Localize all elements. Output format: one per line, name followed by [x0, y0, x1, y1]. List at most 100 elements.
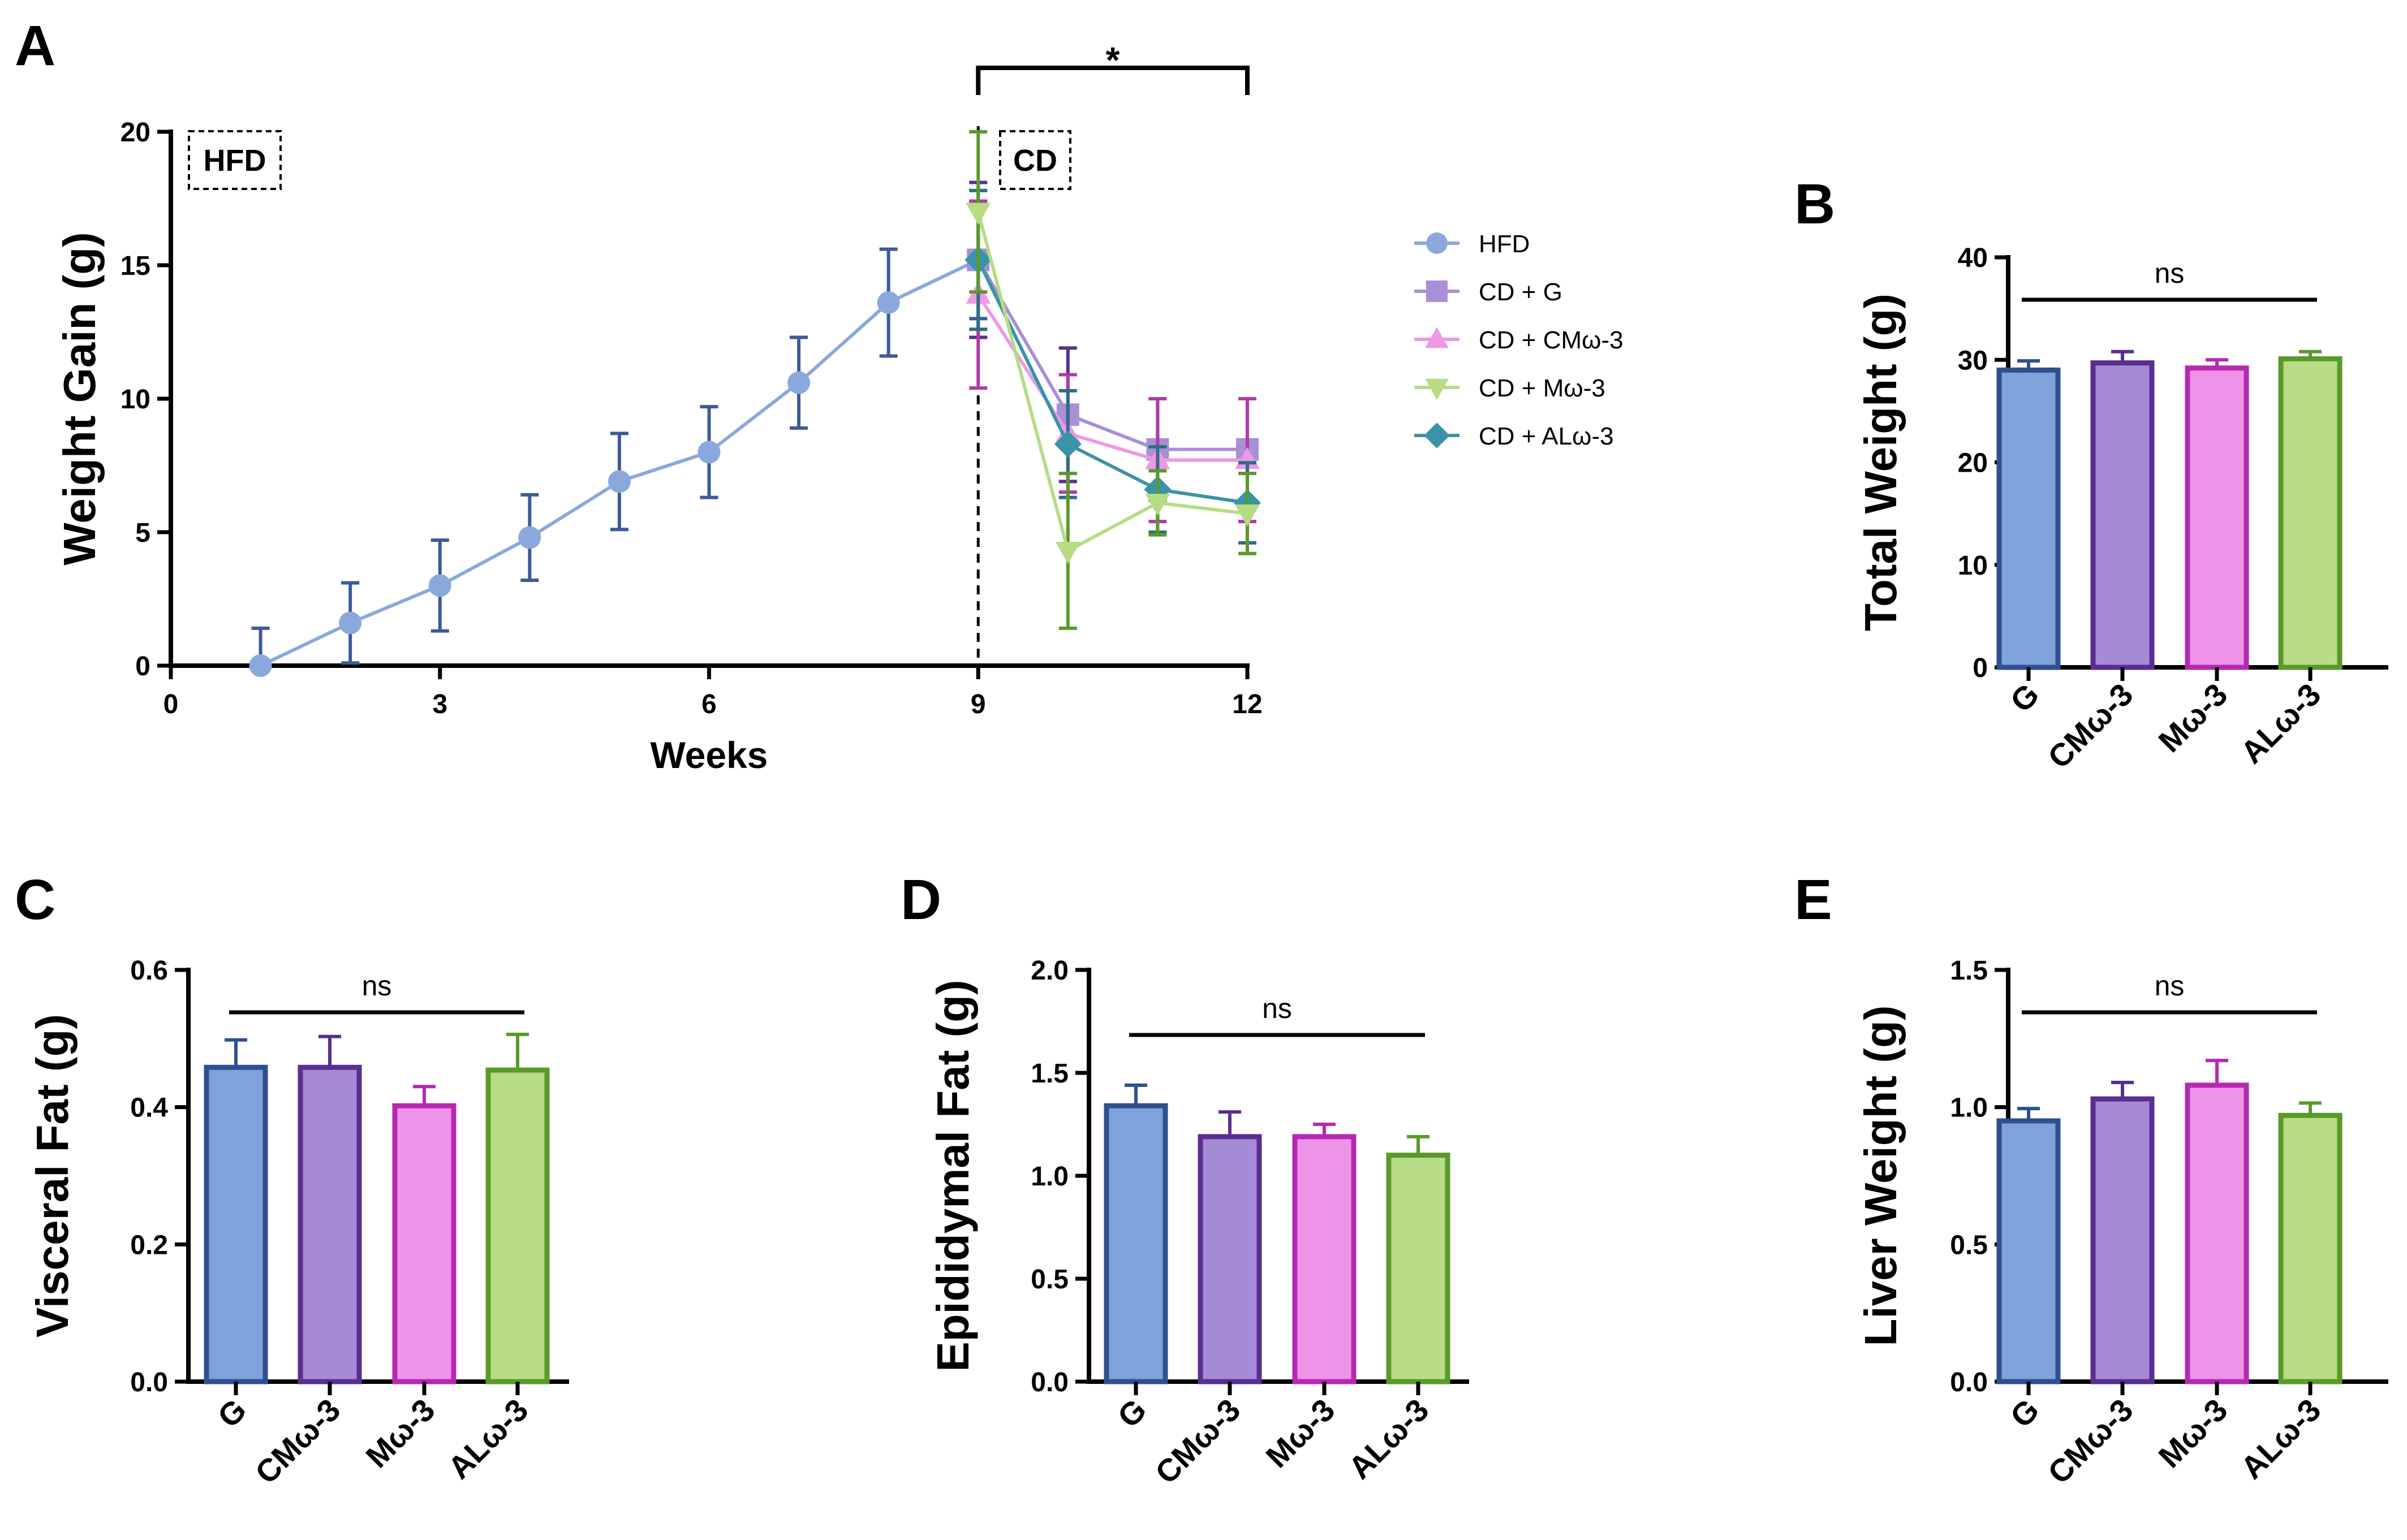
c-bar-1 — [204, 1064, 268, 1384]
c-significance-label: ns — [362, 970, 392, 1002]
a-point-hfd — [877, 291, 900, 314]
e-bar-3 — [2185, 1082, 2249, 1384]
legend-marker-cd-g — [1426, 281, 1448, 302]
a-x-tick-label: 3 — [432, 689, 447, 719]
d-y-tick-label: 1.0 — [1031, 1162, 1069, 1192]
legend-label-cd-al-3: CD + ALω-3 — [1479, 422, 1614, 450]
panel-label-a: A — [15, 14, 55, 77]
d-category-label: ALω-3 — [1341, 1392, 1435, 1486]
a-series-line-cd-m-3 — [976, 211, 1248, 554]
a-point-hfd — [249, 654, 272, 677]
a-point-hfd — [428, 574, 451, 597]
a-y-axis-title: Weight Gain (g) — [54, 232, 105, 566]
a-x-tick-label: 9 — [971, 689, 986, 719]
a-y-tick-label: 20 — [120, 118, 150, 148]
panel-label-e: E — [1794, 868, 1832, 931]
b-y-tick-label: 0 — [1973, 653, 1988, 683]
a-point-hfd — [339, 611, 362, 635]
a-y-tick-label: 10 — [120, 385, 150, 415]
c-category-label: ALω-3 — [441, 1392, 535, 1486]
b-y-tick-label: 30 — [1958, 346, 1988, 376]
e-y-tick-label: 0.0 — [1950, 1368, 1988, 1397]
a-x-tick-label: 0 — [163, 689, 179, 719]
a-cd-phase-label: CD — [1013, 144, 1057, 178]
d-bar-2 — [1198, 1134, 1262, 1384]
c-bar-2 — [298, 1064, 362, 1384]
e-category-label: CMω-3 — [2041, 1392, 2140, 1491]
a-series-line-cd-g — [976, 259, 1247, 451]
c-category-label: Mω-3 — [359, 1392, 441, 1474]
d-category-label: Mω-3 — [1259, 1392, 1341, 1474]
b-y-axis-title: Total Weight (g) — [1855, 294, 1906, 631]
legend-label-cd-cm-3: CD + CMω-3 — [1479, 326, 1624, 354]
b-category-label: G — [2003, 676, 2046, 719]
a-x-axis-title: Weeks — [651, 734, 768, 776]
e-bar-2 — [2090, 1096, 2155, 1384]
a-point-hfd — [787, 371, 811, 394]
c-bar-4 — [485, 1067, 550, 1384]
c-y-axis-title: Visceral Fat (g) — [27, 1014, 77, 1338]
a-point-hfd — [697, 441, 721, 464]
c-y-tick-label: 0.4 — [130, 1093, 168, 1123]
a-y-tick-label: 15 — [120, 251, 150, 281]
e-y-tick-label: 1.5 — [1950, 956, 1988, 986]
a-y-tick-label: 5 — [135, 518, 150, 548]
e-y-tick-label: 0.5 — [1950, 1230, 1988, 1260]
panel-label-d: D — [901, 868, 941, 931]
panel-label-b: B — [1794, 172, 1835, 236]
a-y-tick-label: 0 — [135, 652, 150, 681]
a-significance-label: * — [1106, 40, 1120, 80]
panel-label-c: C — [15, 868, 55, 931]
e-category-label: G — [2003, 1392, 2046, 1434]
d-y-tick-label: 0.0 — [1031, 1368, 1069, 1397]
b-y-tick-label: 20 — [1958, 448, 1988, 478]
a-point-cd-m-3 — [1055, 542, 1080, 564]
e-category-label: ALω-3 — [2233, 1392, 2327, 1486]
e-y-axis-title: Liver Weight (g) — [1855, 1006, 1906, 1347]
c-y-tick-label: 0.6 — [130, 956, 168, 986]
legend-label-cd-m-3: CD + Mω-3 — [1479, 374, 1605, 402]
b-bar-1 — [1996, 367, 2061, 670]
b-bar-2 — [2090, 360, 2155, 670]
a-hfd-box — [188, 130, 282, 190]
e-significance-label: ns — [2155, 970, 2185, 1002]
c-bar-3 — [392, 1103, 457, 1384]
a-series-line-cd-cm-3 — [976, 294, 1247, 462]
d-y-axis-title: Epididymal Fat (g) — [928, 980, 978, 1371]
b-category-label: CMω-3 — [2041, 676, 2140, 775]
a-point-hfd — [518, 526, 541, 549]
d-category-label: CMω-3 — [1148, 1392, 1247, 1491]
a-cd-box — [999, 130, 1071, 190]
b-bar-4 — [2278, 356, 2343, 670]
b-category-label: ALω-3 — [2233, 676, 2327, 770]
e-bar-1 — [1996, 1118, 2061, 1384]
c-category-label: CMω-3 — [248, 1392, 347, 1491]
d-y-tick-label: 2.0 — [1031, 956, 1069, 986]
a-point-hfd — [608, 470, 631, 493]
d-category-label: G — [1110, 1392, 1153, 1434]
a-point-cd-al-3 — [1054, 430, 1082, 458]
a-point-cd-m-3 — [1235, 504, 1260, 527]
a-series-line-cd-al-3 — [976, 259, 1248, 505]
c-y-tick-label: 0.0 — [130, 1368, 168, 1397]
a-x-tick-label: 12 — [1232, 689, 1262, 719]
legend-marker-cd-al-3 — [1424, 422, 1450, 448]
c-y-tick-label: 0.2 — [130, 1230, 168, 1260]
legend-marker-cd-cm-3 — [1425, 327, 1449, 348]
d-y-tick-label: 1.5 — [1031, 1059, 1069, 1089]
e-category-label: Mω-3 — [2151, 1392, 2234, 1474]
legend-label-hfd: HFD — [1479, 230, 1530, 258]
a-point-cd-m-3 — [1145, 494, 1170, 516]
b-significance-label: ns — [2155, 257, 2185, 289]
a-point-cd-m-3 — [966, 202, 991, 225]
b-category-label: Mω-3 — [2151, 676, 2234, 759]
legend-label-cd-g: CD + G — [1479, 278, 1562, 306]
b-y-tick-label: 10 — [1958, 551, 1988, 581]
legend-marker-cd-m-3 — [1425, 378, 1449, 400]
b-bar-3 — [2185, 365, 2249, 670]
d-bar-4 — [1386, 1153, 1450, 1384]
d-significance-label: ns — [1262, 993, 1292, 1024]
d-y-tick-label: 0.5 — [1031, 1265, 1069, 1295]
e-bar-4 — [2278, 1112, 2343, 1384]
